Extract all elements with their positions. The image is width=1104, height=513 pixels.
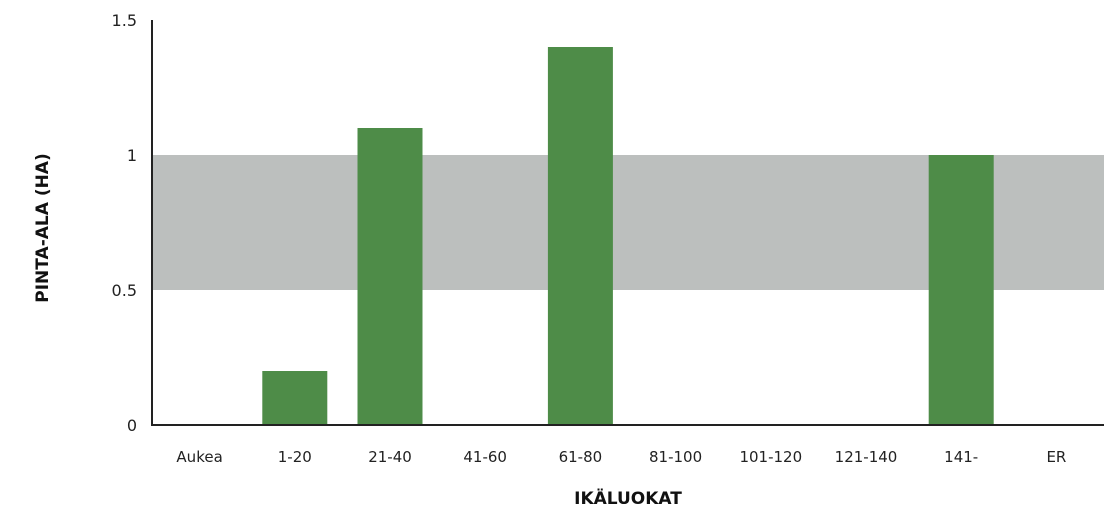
y-tick-label: 1.5: [112, 11, 137, 30]
y-tick-label: 1: [127, 146, 137, 165]
x-tick-label: 61-80: [559, 448, 603, 466]
y-tick-labels: 0 0.5 1 1.5: [112, 11, 137, 435]
x-axis-title: IKÄLUOKAT: [574, 487, 682, 509]
bar-21-40: [357, 128, 423, 425]
x-tick-label: 81-100: [649, 448, 702, 466]
x-tick-label: 21-40: [368, 448, 412, 466]
x-tick-label: 101-120: [739, 448, 802, 466]
y-tick-label: 0.5: [112, 281, 137, 300]
x-tick-label: Aukea: [176, 448, 222, 466]
x-tick-label: ER: [1046, 448, 1066, 466]
bar-141-: [928, 155, 994, 425]
y-tick-label: 0: [127, 416, 137, 435]
x-tick-label: 41-60: [463, 448, 507, 466]
bar-61-80: [547, 47, 613, 425]
x-tick-labels: Aukea 1-20 21-40 41-60 61-80 81-100 101-120 121…: [176, 448, 1066, 466]
bars-layer: [262, 47, 994, 425]
x-tick-label: 141-: [944, 448, 978, 466]
x-tick-label: 121-140: [835, 448, 898, 466]
x-tick-label: 1-20: [278, 448, 312, 466]
axes-layer: [151, 20, 1104, 426]
bar-1-20: [262, 371, 328, 425]
y-axis-title: PINTA-ALA (HA): [33, 153, 53, 303]
